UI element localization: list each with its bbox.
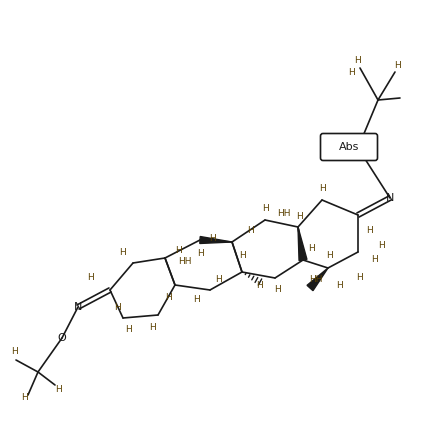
Text: HH: HH <box>309 276 323 284</box>
Text: H: H <box>86 273 93 282</box>
Text: H: H <box>357 273 363 282</box>
Text: H: H <box>355 56 361 65</box>
Text: H: H <box>297 211 303 221</box>
Text: H: H <box>21 393 27 403</box>
Text: H: H <box>257 281 263 289</box>
Text: H: H <box>119 247 125 257</box>
Text: HH: HH <box>178 257 192 267</box>
Text: H: H <box>372 255 378 265</box>
Text: H: H <box>395 60 401 70</box>
Text: H: H <box>216 276 223 284</box>
Text: H: H <box>275 286 281 295</box>
Text: H: H <box>113 303 120 313</box>
Text: H: H <box>125 325 131 335</box>
Text: N: N <box>386 193 394 203</box>
Text: H: H <box>327 252 333 260</box>
Text: H: H <box>337 281 343 289</box>
FancyBboxPatch shape <box>321 133 377 160</box>
Polygon shape <box>307 268 328 291</box>
Text: H: H <box>149 324 155 333</box>
Text: H: H <box>11 347 18 357</box>
Text: H: H <box>320 184 327 192</box>
Text: HH: HH <box>277 208 291 217</box>
Text: H: H <box>55 386 61 395</box>
Polygon shape <box>298 227 307 261</box>
Text: O: O <box>58 333 66 343</box>
Text: H: H <box>196 249 203 257</box>
Text: H: H <box>349 68 355 76</box>
Text: H: H <box>367 225 373 235</box>
Text: H: H <box>247 225 253 235</box>
Text: H: H <box>193 295 199 305</box>
Text: Abs: Abs <box>339 142 359 152</box>
Text: H: H <box>175 246 181 254</box>
Text: H: H <box>210 233 217 243</box>
Text: H: H <box>239 251 245 260</box>
Text: N: N <box>74 302 82 312</box>
Text: H: H <box>263 203 269 213</box>
Text: H: H <box>309 243 315 252</box>
Text: H: H <box>379 241 385 249</box>
Polygon shape <box>200 236 232 243</box>
Text: H: H <box>165 293 171 303</box>
